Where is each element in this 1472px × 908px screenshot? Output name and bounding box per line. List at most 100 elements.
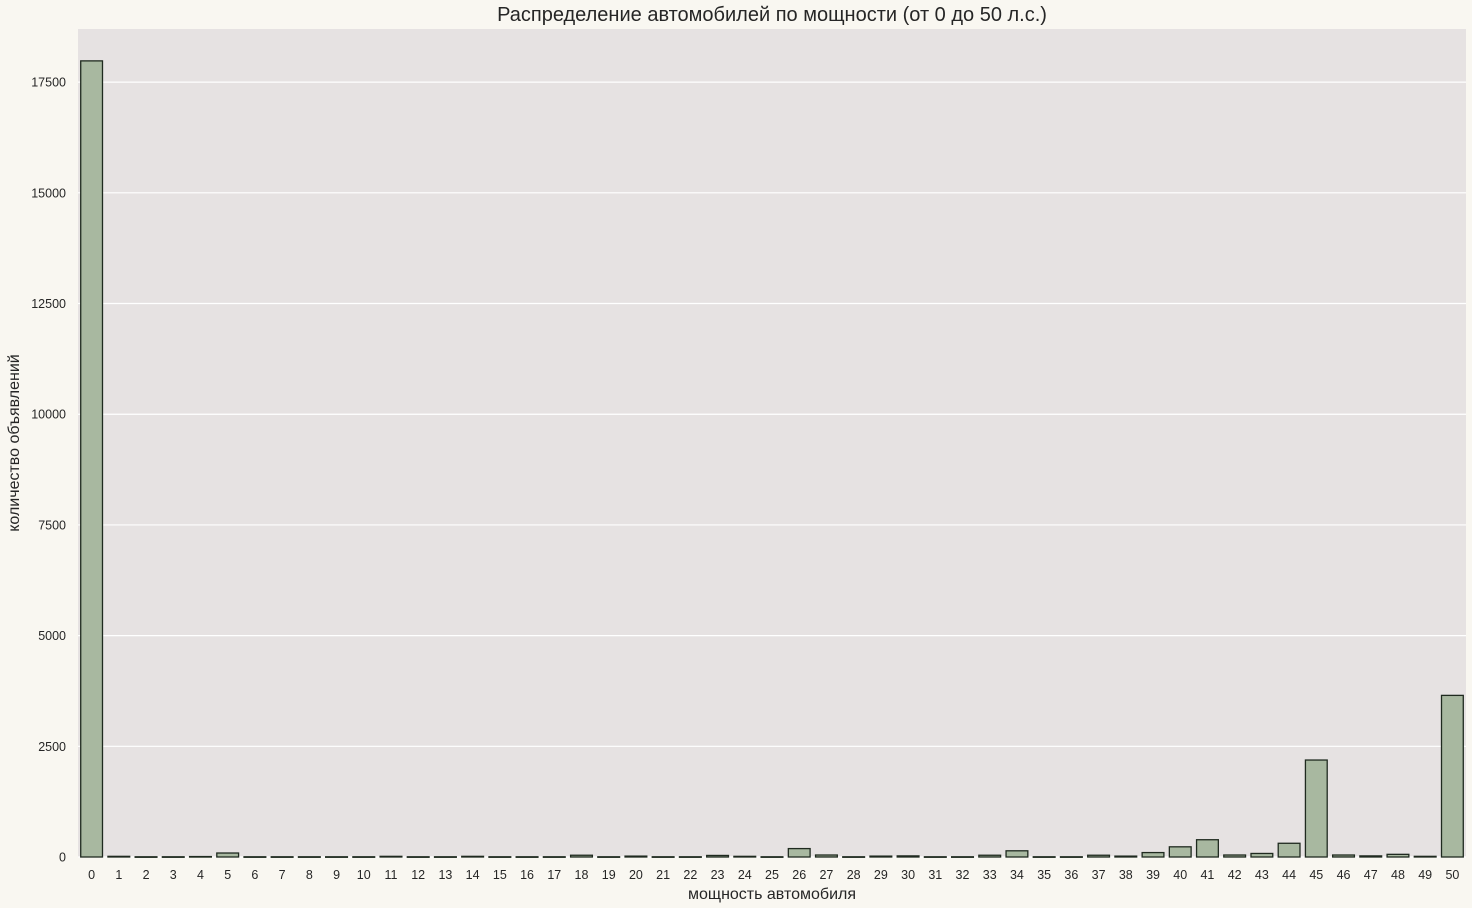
x-tick-label: 45 (1309, 868, 1323, 882)
x-tick-label: 33 (983, 868, 997, 882)
bar-14 (461, 855, 485, 858)
x-tick-label: 10 (357, 868, 371, 882)
x-tick-label: 30 (901, 868, 915, 882)
x-axis-label: мощность автомобиля (688, 886, 856, 903)
bars (80, 60, 1464, 858)
x-tick-label: 12 (411, 868, 425, 882)
x-tick-labels: 0 1 2 3 4 5 6 7 8 9 10 11 12 13 14 15 16 17 18 19 20 21 22 23 24… (88, 868, 1459, 882)
x-tick-label: 42 (1228, 868, 1242, 882)
x-tick-label: 27 (819, 868, 833, 882)
x-tick-label: 7 (279, 868, 286, 882)
x-tick-label: 8 (306, 868, 313, 882)
x-tick-label: 32 (956, 868, 970, 882)
bar-21 (651, 856, 675, 858)
bar-5 (216, 852, 240, 858)
bar-0 (80, 60, 104, 858)
bar-4 (188, 855, 213, 858)
x-tick-label: 48 (1391, 868, 1405, 882)
bar-44 (1277, 842, 1301, 858)
bar-9 (325, 856, 349, 858)
bar-48 (1386, 853, 1410, 858)
bar-46 (1331, 854, 1356, 858)
x-tick-label: 35 (1037, 868, 1051, 882)
bar-49 (1413, 855, 1437, 858)
x-tick-label: 41 (1200, 868, 1214, 882)
x-tick-label: 44 (1282, 868, 1296, 882)
x-tick-label: 16 (520, 868, 534, 882)
x-tick-label: 20 (629, 868, 643, 882)
bar-42 (1223, 854, 1247, 858)
x-tick-label: 38 (1119, 868, 1133, 882)
plot-area (78, 29, 1466, 857)
bar-34 (1005, 850, 1029, 858)
x-tick-label: 47 (1364, 868, 1378, 882)
x-tick-label: 6 (251, 868, 258, 882)
x-tick-label: 29 (874, 868, 888, 882)
y-tick-label: 17500 (31, 76, 66, 90)
x-tick-label: 14 (466, 868, 480, 882)
bar-30 (896, 855, 920, 858)
bar-17 (542, 856, 566, 858)
bar-32 (950, 856, 975, 858)
x-tick-label: 25 (765, 868, 779, 882)
bar-36 (1059, 856, 1083, 858)
bar-40 (1168, 846, 1192, 858)
x-tick-label: 49 (1418, 868, 1432, 882)
x-tick-label: 2 (143, 868, 150, 882)
bar-41 (1195, 839, 1219, 858)
y-tick-label: 7500 (38, 518, 66, 532)
bar-37 (1087, 854, 1111, 858)
x-tick-label: 15 (493, 868, 507, 882)
bar-45 (1304, 759, 1328, 858)
bar-24 (733, 855, 757, 858)
bar-33 (978, 854, 1002, 858)
bar-3 (161, 856, 185, 858)
x-tick-label: 34 (1010, 868, 1024, 882)
bar-28 (842, 856, 866, 858)
y-tick-label: 5000 (38, 629, 66, 643)
bar-18 (569, 854, 594, 858)
x-tick-label: 22 (683, 868, 697, 882)
x-tick-label: 50 (1445, 868, 1459, 882)
x-tick-label: 28 (847, 868, 861, 882)
x-tick-label: 19 (602, 868, 616, 882)
y-tick-label: 10000 (31, 408, 66, 422)
x-tick-label: 1 (115, 868, 122, 882)
x-tick-label: 40 (1173, 868, 1187, 882)
x-tick-label: 39 (1146, 868, 1160, 882)
bar-31 (923, 856, 947, 858)
x-tick-label: 11 (384, 868, 397, 882)
x-tick-label: 3 (170, 868, 177, 882)
bar-29 (869, 855, 893, 858)
x-tick-label: 17 (547, 868, 561, 882)
bar-26 (787, 847, 811, 858)
x-tick-label: 5 (224, 868, 231, 882)
y-tick-labels: 0 2500 5000 7500 10000 12500 15000 17500 (31, 76, 66, 865)
bar-10 (352, 856, 376, 858)
bar-15 (488, 856, 512, 858)
bar-35 (1032, 856, 1056, 858)
y-axis-label: количество объявлений (6, 354, 23, 532)
x-tick-label: 31 (928, 868, 942, 882)
bar-50 (1440, 694, 1464, 858)
bar-6 (243, 856, 267, 858)
x-tick-label: 36 (1064, 868, 1078, 882)
y-tick-label: 12500 (31, 297, 66, 311)
x-tick-label: 4 (197, 868, 204, 882)
x-tick-label: 46 (1337, 868, 1351, 882)
bar-25 (760, 856, 784, 858)
bar-23 (706, 854, 730, 858)
bar-43 (1250, 852, 1274, 858)
bar-8 (297, 856, 321, 858)
bar-39 (1141, 851, 1165, 858)
x-tick-label: 0 (88, 868, 95, 882)
bar-2 (134, 856, 158, 858)
x-tick-label: 24 (738, 868, 752, 882)
y-tick-label: 2500 (38, 740, 66, 754)
x-tick-label: 26 (792, 868, 806, 882)
x-tick-label: 13 (438, 868, 452, 882)
bar-7 (270, 856, 294, 858)
x-tick-label: 9 (333, 868, 340, 882)
y-tick-label: 15000 (31, 186, 66, 200)
